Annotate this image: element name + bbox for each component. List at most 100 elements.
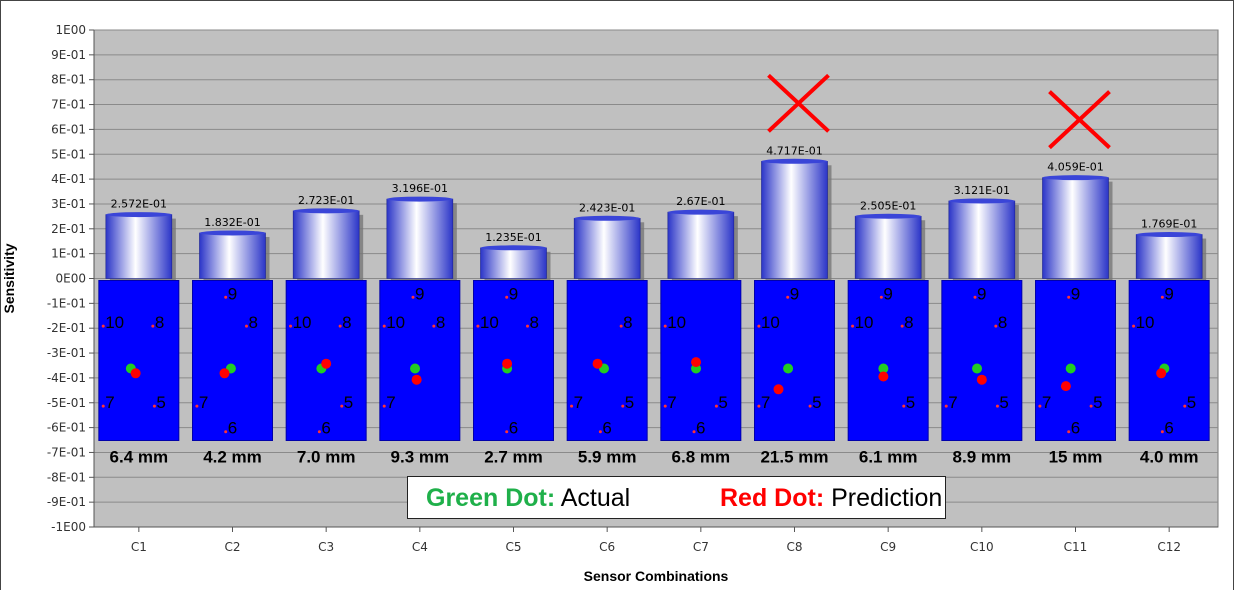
- sensor-label: 6: [321, 419, 330, 438]
- sensor-label: 9: [790, 284, 799, 303]
- prediction-dot: [1060, 381, 1071, 392]
- sensor-marker: [692, 430, 696, 434]
- sensor-label: 10: [667, 313, 686, 332]
- sensor-marker: [902, 404, 906, 408]
- prediction-dot: [130, 368, 141, 379]
- bar-cap: [761, 158, 828, 164]
- sensor-marker: [879, 295, 883, 299]
- sensor-label: 5: [999, 393, 1008, 412]
- sensor-label: 5: [625, 393, 634, 412]
- bar-value-label: 3.121E-01: [954, 184, 1010, 197]
- actual-dot: [410, 363, 421, 374]
- sensor-label: 10: [1136, 313, 1155, 332]
- y-tick-label: -4E-01: [47, 371, 86, 385]
- sensor-panel-C4: 10 98 7: [379, 280, 461, 441]
- sensor-label: 9: [1164, 284, 1173, 303]
- bar-cap: [948, 198, 1015, 204]
- prediction-dot: [691, 357, 702, 368]
- y-tick-label: 0E00: [56, 272, 87, 286]
- sensor-panel-C3: 10 8 56: [285, 280, 367, 441]
- distance-label: 4.2 mm: [203, 448, 262, 467]
- distance-label: 4.0 mm: [1140, 448, 1199, 467]
- sensor-marker: [1132, 324, 1136, 328]
- sensor-label: 5: [718, 393, 727, 412]
- bar-C11: [1042, 175, 1113, 283]
- bar-C2: [199, 230, 270, 283]
- sensor-label: 9: [509, 284, 518, 303]
- sensor-marker: [224, 295, 228, 299]
- sensor-marker: [757, 324, 761, 328]
- panel-bg: [1035, 280, 1116, 441]
- prediction-dot: [878, 371, 889, 382]
- sensor-marker: [505, 295, 509, 299]
- prediction-dot: [321, 358, 332, 369]
- prediction-dot: [411, 374, 422, 385]
- sensor-label: 6: [228, 419, 237, 438]
- y-tick-label: 2E-01: [51, 222, 86, 236]
- sensor-marker: [1160, 430, 1164, 434]
- sensor-label: 7: [386, 393, 395, 412]
- bar-value-label: 3.196E-01: [392, 182, 448, 195]
- bar-cap: [105, 212, 172, 218]
- sensor-label: 8: [998, 313, 1007, 332]
- x-tick-label: C11: [1064, 540, 1088, 554]
- sensor-marker: [621, 404, 625, 408]
- x-tick-label: C3: [318, 540, 334, 554]
- sensor-label: 5: [812, 393, 821, 412]
- bar-cap: [480, 245, 547, 251]
- sensor-label: 9: [1071, 284, 1080, 303]
- y-tick-label: 9E-01: [51, 48, 86, 62]
- sensor-label: 9: [228, 284, 237, 303]
- sensor-marker: [340, 404, 344, 408]
- bar-value-label: 2.723E-01: [298, 194, 354, 207]
- distance-label: 6.8 mm: [672, 448, 731, 467]
- legend-red-text: Prediction: [824, 484, 943, 512]
- bar-value-label: 1.235E-01: [485, 231, 541, 244]
- sensor-marker: [1160, 295, 1164, 299]
- y-tick-label: -2E-01: [47, 321, 86, 335]
- bar-C10: [948, 198, 1019, 283]
- x-axis-title: Sensor Combinations: [584, 568, 729, 584]
- sensor-marker: [152, 404, 156, 408]
- x-tick-label: C6: [599, 540, 615, 554]
- sensor-label: 10: [855, 313, 874, 332]
- sensor-label: 5: [156, 393, 165, 412]
- bar-C5: [480, 245, 551, 283]
- y-tick-label: -5E-01: [47, 396, 86, 410]
- sensor-label: 9: [977, 284, 986, 303]
- bar: [761, 160, 828, 279]
- bar-cap: [1042, 175, 1109, 181]
- sensor-panel-C5: 10 98 6: [473, 280, 554, 441]
- cross-mark-C8: [767, 73, 830, 133]
- distance-label: 6.4 mm: [110, 448, 169, 467]
- sensor-marker: [411, 295, 415, 299]
- panel-bg: [1128, 280, 1210, 441]
- bar-C3: [292, 208, 364, 283]
- sensor-marker: [1089, 404, 1093, 408]
- sensor-marker: [808, 404, 812, 408]
- sensor-marker: [224, 430, 228, 434]
- sensor-label: 6: [1071, 419, 1080, 438]
- cross-stroke: [767, 73, 830, 133]
- bar: [1135, 234, 1203, 279]
- y-tick-label: 1E00: [56, 23, 87, 37]
- bar-C9: [854, 213, 926, 283]
- sensor-marker: [995, 404, 999, 408]
- distance-label: 15 mm: [1049, 448, 1103, 467]
- sensor-marker: [944, 404, 948, 408]
- sensor-panel-C10: 98 7 5: [941, 280, 1023, 441]
- sensor-marker: [1038, 404, 1042, 408]
- legend-red-label: Red Dot:: [720, 484, 825, 512]
- x-tick-label: C12: [1157, 540, 1181, 554]
- sensor-label: 8: [342, 313, 351, 332]
- y-axis-title: Sensitivity: [1, 243, 17, 313]
- panel-bg: [847, 280, 929, 441]
- sensor-marker: [151, 324, 155, 328]
- bar-cap: [855, 213, 922, 219]
- y-tick-label: 1E-01: [51, 247, 86, 261]
- bar: [573, 217, 641, 279]
- sensor-panel-C6: 8 7 56: [566, 280, 648, 441]
- distance-label: 9.3 mm: [391, 448, 450, 467]
- bar-C12: [1135, 232, 1207, 283]
- legend: Green Dot: Actual Red Dot: Prediction: [407, 476, 946, 519]
